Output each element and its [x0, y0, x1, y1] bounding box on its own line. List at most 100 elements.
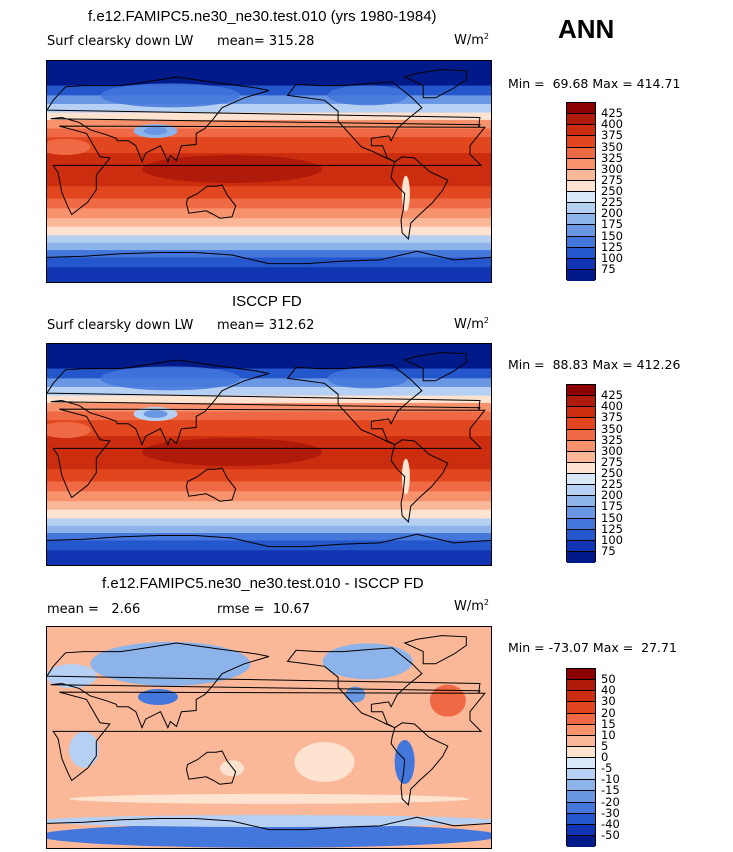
colorbar-swatch [567, 507, 595, 519]
colorbar-swatch [567, 158, 595, 170]
colorbar-swatch [567, 136, 595, 148]
colorbar-tick-label: 250 [601, 466, 623, 480]
colorbar-tick-label: 175 [601, 499, 623, 514]
panel3-colorbar [566, 668, 596, 847]
coastline [47, 250, 491, 265]
coastline [403, 69, 467, 99]
panel3-map [46, 626, 492, 849]
colorbar-tick-label: 350 [601, 421, 623, 436]
colorbar-swatch [567, 214, 595, 226]
colorbar-tick-label: 400 [601, 399, 623, 414]
colorbar-tick-label: 225 [601, 195, 623, 210]
panel1-colorbar [566, 102, 596, 281]
colorbar-tick-label: 100 [601, 250, 623, 265]
colorbar-tick-label: 300 [601, 443, 623, 458]
colorbar-swatch [567, 147, 595, 159]
colorbar-swatch [567, 429, 595, 441]
colorbar-tick-label: -10 [601, 772, 620, 787]
coastline [47, 359, 481, 447]
colorbar-tick-label: 375 [601, 128, 623, 143]
panel2-colorbar-labels: 425 400 375 350 325 300 275 250 225 200 175 150 125 1… [601, 384, 641, 562]
colorbar-swatch [567, 724, 595, 736]
colorbar-swatch [567, 529, 595, 541]
colorbar-swatch [567, 824, 595, 836]
colorbar-tick-label: 75 [601, 261, 616, 276]
colorbar-tick-label: 0 [601, 750, 609, 764]
colorbar-swatch [567, 496, 595, 508]
colorbar-swatch [567, 269, 595, 281]
panel1-colorbar-labels: 425 400 375 350 325 300 275 250 225 200 175 150 125 1… [601, 102, 641, 280]
colorbar-swatch [567, 418, 595, 430]
colorbar-tick-label: 275 [601, 454, 623, 469]
colorbar-tick-label: 50 [601, 672, 616, 687]
colorbar-tick-label: 30 [601, 694, 616, 709]
colorbar-swatch [567, 680, 595, 692]
colorbar-swatch [567, 702, 595, 714]
coastline [47, 533, 491, 548]
colorbar-tick-label: -40 [601, 816, 620, 831]
colorbar-swatch [567, 551, 595, 563]
colorbar-tick-label: -5 [601, 761, 613, 776]
coastline [47, 816, 491, 831]
colorbar-tick-label: 150 [601, 510, 623, 525]
colorbar-swatch [567, 813, 595, 825]
colorbar-swatch [567, 735, 595, 747]
colorbar-tick-label: -15 [601, 783, 620, 798]
panel3-colorbar-labels: 50 40 30 20 15 10 5 0 -5 -10 -15 -20 -30 -40 -50 [601, 668, 641, 846]
coastline [286, 647, 423, 729]
colorbar-swatch [567, 746, 595, 758]
colorbar-swatch [567, 180, 595, 192]
colorbar-tick-label: 125 [601, 239, 623, 254]
colorbar-swatch [567, 192, 595, 204]
coastline [185, 184, 237, 219]
panel1-title: f.e12.FAMIPC5.ne30_ne30.test.010 (yrs 19… [88, 8, 437, 25]
colorbar-tick-label: 40 [601, 683, 616, 698]
panel3-minmax: Min = -73.07 Max = 27.71 [508, 640, 677, 655]
coastline [390, 722, 449, 807]
panel1-mean: mean= 315.28 [217, 34, 315, 49]
colorbar-tick-label: 20 [601, 705, 616, 720]
panel2-title: ISCCP FD [232, 293, 302, 310]
colorbar-tick-label: 225 [601, 477, 623, 492]
panel2-variable-label: Surf clearsky down LW [47, 318, 194, 333]
colorbar-swatch [567, 247, 595, 259]
colorbar-tick-label: 375 [601, 410, 623, 425]
colorbar-swatch [567, 114, 595, 126]
coastline [52, 691, 486, 782]
colorbar-tick-label: 15 [601, 716, 616, 731]
colorbar-swatch [567, 691, 595, 703]
coastline [390, 156, 449, 241]
coastline [403, 352, 467, 382]
colorbar-swatch [567, 485, 595, 497]
colorbar-swatch [567, 407, 595, 419]
colorbar-swatch [567, 540, 595, 552]
colorbar-swatch [567, 125, 595, 137]
colorbar-tick-label: 275 [601, 172, 623, 187]
colorbar-swatch [567, 669, 595, 681]
colorbar-tick-label: 200 [601, 206, 623, 221]
colorbar-tick-label: 325 [601, 432, 623, 447]
colorbar-swatch [567, 225, 595, 237]
colorbar-swatch [567, 451, 595, 463]
panel1-units: W/m2 [454, 32, 489, 48]
colorbar-swatch [567, 791, 595, 803]
colorbar-tick-label: 100 [601, 532, 623, 547]
colorbar-tick-label: 10 [601, 727, 616, 742]
panel2-minmax: Min = 88.83 Max = 412.26 [508, 357, 681, 372]
colorbar-tick-label: 175 [601, 217, 623, 232]
colorbar-swatch [567, 236, 595, 248]
colorbar-tick-label: 5 [601, 738, 609, 753]
colorbar-tick-label: 75 [601, 543, 616, 558]
colorbar-tick-label: -30 [601, 805, 620, 820]
coastline [286, 81, 423, 163]
colorbar-swatch [567, 203, 595, 215]
panel2-map [46, 343, 492, 566]
map-field [47, 61, 491, 282]
colorbar-tick-label: 400 [601, 117, 623, 132]
colorbar-tick-label: 425 [601, 106, 623, 121]
colorbar-tick-label: 350 [601, 139, 623, 154]
colorbar-swatch [567, 169, 595, 181]
map-field [47, 344, 491, 565]
coastline [52, 125, 486, 216]
colorbar-swatch [567, 474, 595, 486]
